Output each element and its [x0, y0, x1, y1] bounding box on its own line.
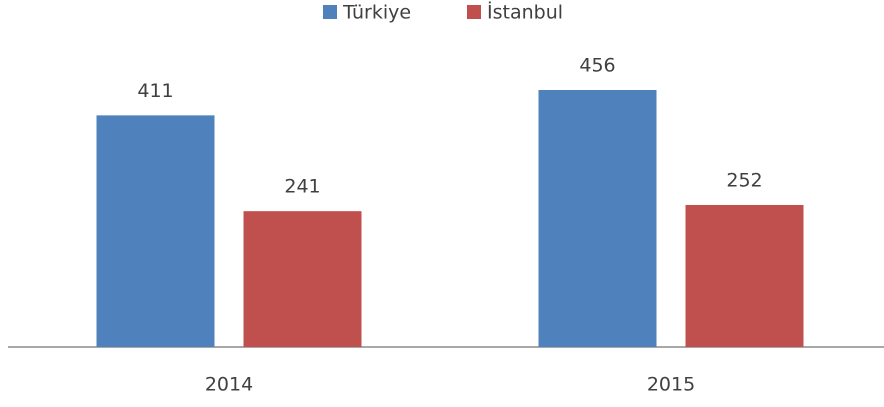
data-label: 411	[137, 80, 173, 102]
bar	[685, 204, 804, 347]
data-label: 241	[284, 176, 320, 198]
x-tick-label: 2015	[647, 374, 695, 396]
bar	[538, 90, 657, 347]
legend-swatch	[467, 5, 481, 19]
bar	[96, 115, 215, 347]
data-label: 456	[579, 55, 615, 77]
legend-label: Türkiye	[342, 2, 411, 24]
legend-swatch	[323, 5, 337, 19]
bar	[243, 211, 362, 347]
x-tick-label: 2014	[205, 374, 253, 396]
legend-label: İstanbul	[487, 1, 563, 24]
data-label: 252	[726, 169, 762, 191]
